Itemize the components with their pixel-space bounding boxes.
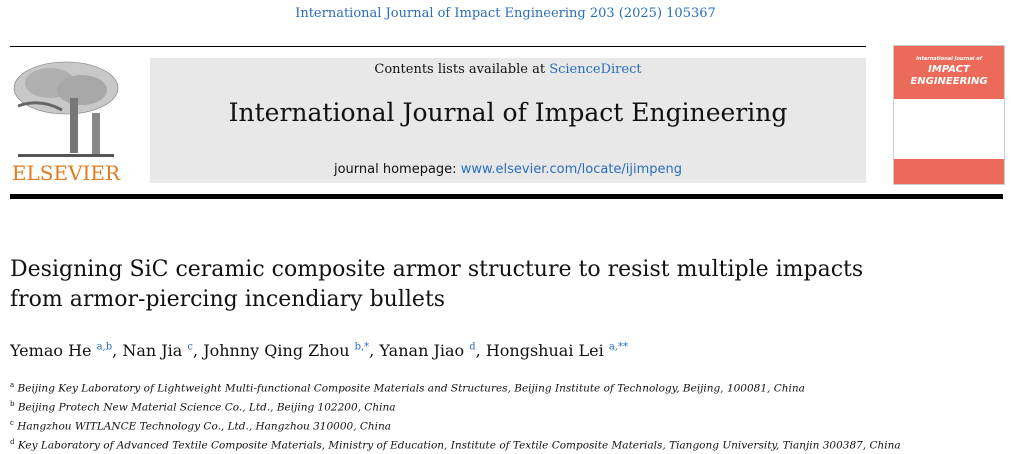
- journal-title: International Journal of Impact Engineer…: [228, 98, 788, 127]
- contents-label: Contents lists available at: [374, 62, 550, 77]
- affiliation: a Beijing Key Laboratory of Lightweight …: [10, 381, 805, 395]
- homepage-line: journal homepage: www.elsevier.com/locat…: [150, 162, 866, 177]
- header-bar: [10, 194, 1003, 199]
- article-title: Designing SiC ceramic composite armor st…: [10, 257, 864, 312]
- divider: [10, 46, 866, 47]
- author[interactable]: Johnny Qing Zhou b,*: [203, 341, 370, 360]
- author-list: Yemao He a,b, Nan Jia c, Johnny Qing Zho…: [10, 341, 628, 360]
- cover-line2: IMPACT: [928, 64, 970, 75]
- affiliation-list: a Beijing Key Laboratory of Lightweight …: [10, 378, 901, 454]
- homepage-label: journal homepage:: [333, 162, 461, 177]
- author[interactable]: Yemao He a,b: [10, 341, 113, 360]
- cover-panel: [894, 99, 1004, 159]
- homepage-link[interactable]: www.elsevier.com/locate/ijimpeng: [460, 162, 683, 177]
- journal-cover[interactable]: International Journal of IMPACT ENGINEERI…: [893, 45, 1005, 185]
- author[interactable]: Hongshuai Lei a,**: [485, 341, 628, 360]
- contents-line: Contents lists available at ScienceDirec…: [150, 62, 866, 77]
- cover-line3: ENGINEERING: [910, 76, 988, 87]
- publisher-wordmark: ELSEVIER: [12, 161, 121, 183]
- sciencedirect-link[interactable]: ScienceDirect: [549, 62, 642, 77]
- elsevier-tree-icon: ELSEVIER: [12, 61, 121, 185]
- affiliation: c Hangzhou WITLANCE Technology Co., Ltd.…: [10, 419, 392, 433]
- journal-banner: Contents lists available at ScienceDirec…: [150, 58, 866, 183]
- cover-title: IMPACT ENGINEERING: [894, 64, 1004, 88]
- elsevier-logo: ELSEVIER: [10, 58, 122, 185]
- affiliation: b Beijing Protech New Material Science C…: [10, 400, 396, 414]
- author[interactable]: Yanan Jiao d: [379, 341, 476, 360]
- journal-citation[interactable]: International Journal of Impact Engineer…: [295, 6, 716, 21]
- affiliation: d Key Laboratory of Advanced Textile Com…: [10, 438, 901, 452]
- author[interactable]: Nan Jia c: [122, 341, 194, 360]
- cover-line1: International Journal of: [916, 56, 982, 62]
